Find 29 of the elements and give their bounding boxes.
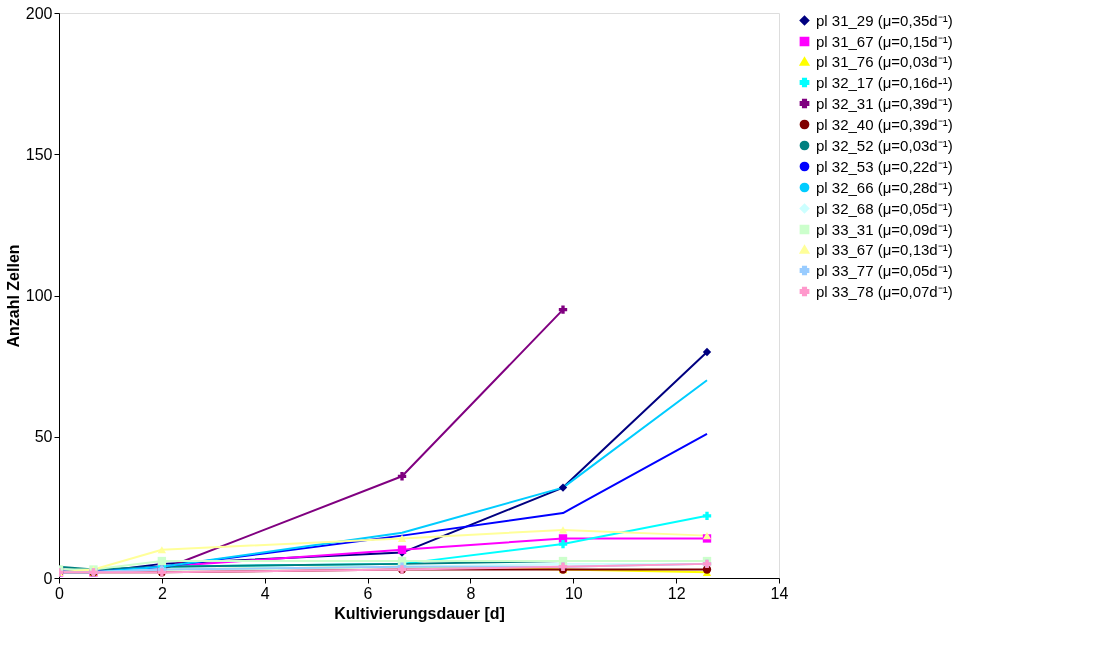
legend-label: pl 33_67 (μ=0,13d⁻¹)	[816, 240, 953, 258]
legend-label: pl 32_40 (μ=0,39d⁻¹)	[816, 115, 953, 133]
x-tick-label: 2	[157, 584, 167, 602]
legend-label: pl 32_17 (μ=0,16d-¹)	[816, 73, 953, 91]
x-tick-label: 0	[55, 584, 65, 602]
legend-label: pl 33_31 (μ=0,09d⁻¹)	[816, 220, 953, 238]
legend-label: pl 31_76 (μ=0,03d⁻¹)	[816, 52, 953, 70]
y-tick-label: 0	[43, 569, 53, 587]
x-tick-label: 14	[770, 584, 789, 602]
y-axis-title: Anzahl Zellen	[4, 244, 22, 348]
legend-label: pl 33_78 (μ=0,07d⁻¹)	[816, 282, 953, 300]
x-axis-title: Kultivierungsdauer [d]	[334, 604, 505, 622]
x-tick-label: 8	[466, 584, 476, 602]
legend-label: pl 33_77 (μ=0,05d⁻¹)	[816, 261, 953, 279]
legend-label: pl 31_67 (μ=0,15d⁻¹)	[816, 32, 953, 50]
x-tick-label: 12	[667, 584, 686, 602]
x-tick-label: 6	[363, 584, 373, 602]
legend-label: pl 32_52 (μ=0,03d⁻¹)	[816, 136, 953, 154]
legend-label: pl 32_31 (μ=0,39d⁻¹)	[816, 94, 953, 112]
y-tick-label: 200	[25, 4, 53, 22]
x-tick-label: 4	[260, 584, 270, 602]
legend-label: pl 32_53 (μ=0,22d⁻¹)	[816, 157, 953, 175]
y-tick-label: 100	[25, 287, 53, 304]
x-tick-label: 10	[564, 584, 583, 602]
y-tick-label: 50	[34, 428, 53, 446]
y-tick-label: 150	[25, 145, 53, 163]
legend-label: pl 32_68 (μ=0,05d⁻¹)	[816, 199, 953, 217]
legend-label: pl 31_29 (μ=0,35d⁻¹)	[816, 11, 953, 29]
legend-label: pl 32_66 (μ=0,28d⁻¹)	[816, 178, 953, 196]
